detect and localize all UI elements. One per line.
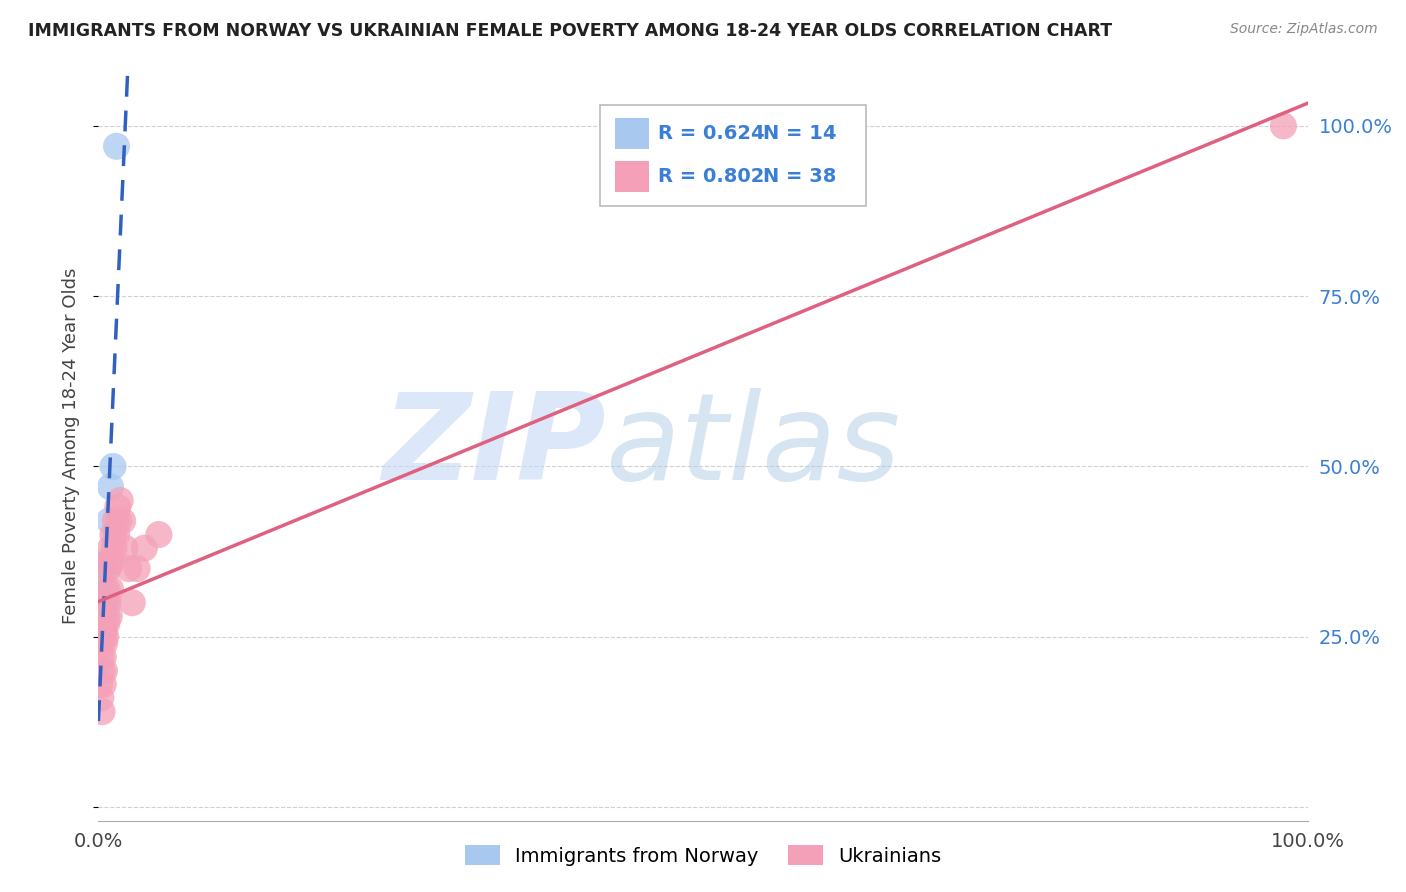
Text: Source: ZipAtlas.com: Source: ZipAtlas.com [1230, 22, 1378, 37]
Point [108, 493, 131, 508]
Point [100, 541, 122, 556]
Point [104, 514, 127, 528]
Point [91, 609, 114, 624]
Point [91, 650, 114, 665]
Point [121, 596, 143, 610]
Point [101, 459, 124, 474]
Point [91, 609, 114, 624]
Point [100, 582, 122, 596]
Point [114, 541, 136, 556]
Point [94, 630, 117, 644]
Legend: Immigrants from Norway, Ukrainians: Immigrants from Norway, Ukrainians [457, 838, 949, 873]
Point [96, 616, 118, 631]
Point [91, 623, 114, 637]
Point [127, 561, 149, 575]
Point [1272, 119, 1295, 133]
Point [101, 527, 124, 541]
Point [90, 650, 112, 665]
Point [103, 541, 125, 556]
Point [91, 705, 114, 719]
Point [90, 572, 112, 586]
Y-axis label: Female Poverty Among 18-24 Year Olds: Female Poverty Among 18-24 Year Olds [62, 268, 80, 624]
Point [93, 636, 115, 650]
Text: R = 0.802: R = 0.802 [658, 167, 765, 186]
Point [148, 527, 170, 541]
Point [94, 596, 117, 610]
Point [98, 514, 121, 528]
Point [100, 480, 122, 494]
Point [98, 555, 121, 569]
FancyBboxPatch shape [600, 105, 866, 206]
Point [93, 582, 115, 596]
Point [105, 139, 128, 153]
Point [91, 630, 114, 644]
Bar [614, 118, 648, 149]
Point [97, 561, 120, 575]
Text: R = 0.624: R = 0.624 [658, 124, 765, 143]
Point [98, 609, 121, 624]
Point [118, 561, 141, 575]
Point [97, 555, 120, 569]
Point [94, 596, 117, 610]
Point [107, 500, 129, 515]
Point [100, 555, 122, 569]
Point [96, 609, 118, 624]
Point [108, 514, 131, 528]
Point [96, 582, 118, 596]
Text: N = 38: N = 38 [763, 167, 837, 186]
Point [97, 596, 120, 610]
Text: N = 14: N = 14 [763, 124, 837, 143]
Point [93, 664, 115, 678]
Point [111, 514, 134, 528]
Point [91, 589, 114, 603]
Point [96, 561, 118, 575]
Point [134, 541, 156, 556]
Text: atlas: atlas [606, 387, 901, 505]
Point [90, 691, 112, 706]
Point [89, 677, 111, 691]
Text: IMMIGRANTS FROM NORWAY VS UKRAINIAN FEMALE POVERTY AMONG 18-24 YEAR OLDS CORRELA: IMMIGRANTS FROM NORWAY VS UKRAINIAN FEMA… [28, 22, 1112, 40]
Point [91, 677, 114, 691]
Point [105, 527, 128, 541]
Point [93, 623, 115, 637]
Text: ZIP: ZIP [382, 387, 606, 505]
Bar [614, 161, 648, 192]
Point [91, 558, 114, 573]
Point [91, 664, 114, 678]
